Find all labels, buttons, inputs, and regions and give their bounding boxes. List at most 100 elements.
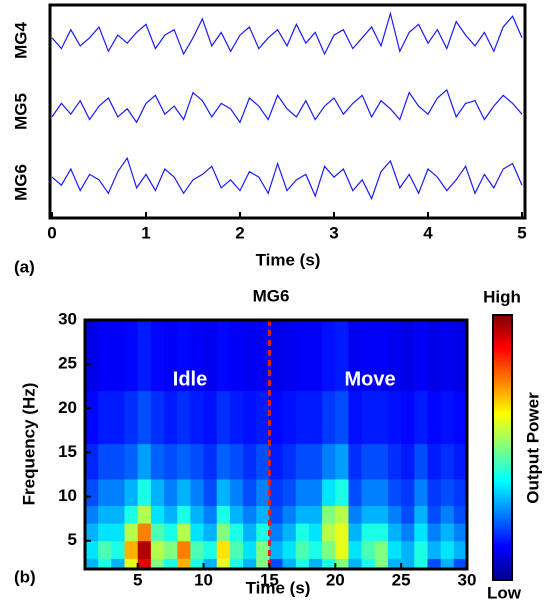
heat-cell bbox=[124, 505, 139, 524]
heat-cell bbox=[335, 478, 349, 506]
heat-cell bbox=[269, 523, 284, 542]
heat-cell bbox=[282, 505, 297, 524]
y-tick-label: 20 bbox=[58, 398, 77, 417]
heat-cell bbox=[256, 505, 270, 524]
heat-cell bbox=[98, 320, 112, 392]
heat-cell bbox=[229, 540, 244, 559]
heat-cell bbox=[282, 443, 297, 480]
heat-cell bbox=[453, 505, 468, 524]
series-label: MG5 bbox=[11, 93, 30, 130]
heat-cell bbox=[401, 558, 415, 570]
heat-cell bbox=[322, 505, 336, 524]
heat-cell bbox=[229, 558, 244, 570]
heat-cell bbox=[361, 320, 376, 392]
panel-label: (a) bbox=[14, 257, 35, 276]
heat-cell bbox=[387, 523, 402, 542]
annotation: Move bbox=[344, 368, 395, 390]
heat-cell bbox=[137, 540, 152, 559]
heat-cell bbox=[387, 505, 402, 524]
heat-cell bbox=[308, 320, 323, 392]
heat-cell bbox=[269, 505, 284, 524]
heat-cell bbox=[216, 320, 231, 392]
heat-cell bbox=[190, 505, 205, 524]
heat-cell bbox=[203, 540, 218, 559]
heat-cell bbox=[124, 443, 139, 480]
heat-cell bbox=[401, 505, 415, 524]
heat-cell bbox=[98, 540, 112, 559]
heat-cell bbox=[111, 558, 126, 570]
heat-cell bbox=[308, 523, 323, 542]
heat-cell bbox=[414, 443, 428, 480]
heat-cell bbox=[427, 320, 442, 392]
heat-cell bbox=[111, 443, 126, 480]
heat-cell bbox=[137, 390, 152, 445]
heat-cell bbox=[124, 523, 139, 542]
x-tick-label: 3 bbox=[329, 223, 338, 242]
heat-cell bbox=[453, 443, 468, 480]
heat-cell bbox=[282, 558, 297, 570]
heat-cell bbox=[203, 523, 218, 542]
heat-cell bbox=[203, 505, 218, 524]
heat-cell bbox=[203, 320, 218, 392]
heat-cell bbox=[414, 390, 428, 445]
heat-cell bbox=[111, 320, 126, 392]
y-tick-label: 15 bbox=[58, 442, 77, 461]
heat-cell bbox=[453, 540, 468, 559]
heat-cell bbox=[295, 443, 310, 480]
heat-cell bbox=[85, 443, 99, 480]
heat-cell bbox=[361, 540, 376, 559]
heat-cell bbox=[453, 320, 468, 392]
series-label: MG6 bbox=[11, 164, 30, 201]
heat-cell bbox=[440, 478, 455, 506]
heat-cell bbox=[322, 390, 336, 445]
heat-cell bbox=[308, 478, 323, 506]
heat-cell bbox=[361, 523, 376, 542]
heat-cell bbox=[150, 540, 165, 559]
y-tick-label: 10 bbox=[58, 486, 77, 505]
heat-cell bbox=[164, 540, 178, 559]
heat-cell bbox=[282, 523, 297, 542]
heat-cell bbox=[269, 320, 284, 392]
series-label: MG4 bbox=[11, 22, 30, 59]
heat-cell bbox=[322, 558, 336, 570]
heat-cell bbox=[269, 558, 284, 570]
heat-cell bbox=[256, 478, 270, 506]
heat-cell bbox=[335, 540, 349, 559]
heat-cell bbox=[137, 558, 152, 570]
heat-cell bbox=[335, 443, 349, 480]
y-tick-label: 25 bbox=[58, 354, 77, 373]
heat-cell bbox=[111, 540, 126, 559]
heat-cell bbox=[322, 478, 336, 506]
heat-cell bbox=[282, 478, 297, 506]
heat-cell bbox=[98, 443, 112, 480]
y-tick-label: 30 bbox=[58, 309, 77, 328]
colorbar-label: Output Power bbox=[523, 392, 542, 504]
heat-cell bbox=[164, 505, 178, 524]
heat-cell bbox=[427, 443, 442, 480]
heat-cell bbox=[401, 390, 415, 445]
x-tick-label: 25 bbox=[392, 570, 411, 589]
panel-label: (b) bbox=[14, 567, 36, 586]
heat-cell bbox=[256, 443, 270, 480]
heat-cell bbox=[374, 443, 389, 480]
heat-cell bbox=[282, 320, 297, 392]
heat-cell bbox=[414, 523, 428, 542]
heat-cell bbox=[190, 320, 205, 392]
heat-cell bbox=[308, 558, 323, 570]
heat-cell bbox=[348, 478, 363, 506]
heat-cell bbox=[177, 558, 191, 570]
heat-cell bbox=[229, 523, 244, 542]
heat-cell bbox=[150, 320, 165, 392]
heat-cell bbox=[256, 540, 270, 559]
heat-cell bbox=[374, 523, 389, 542]
heat-cell bbox=[243, 478, 257, 506]
heat-cell bbox=[98, 505, 112, 524]
heat-cell bbox=[453, 523, 468, 542]
panel-b: Idle Move 5 10 15 20 25 30 5 10 15 20 25 30 bbox=[58, 309, 476, 589]
heat-cell bbox=[216, 558, 231, 570]
heat-cell bbox=[203, 443, 218, 480]
heat-cell bbox=[401, 540, 415, 559]
x-axis-label: Time (s) bbox=[246, 578, 311, 597]
heat-cell bbox=[243, 540, 257, 559]
heat-cell bbox=[85, 540, 99, 559]
